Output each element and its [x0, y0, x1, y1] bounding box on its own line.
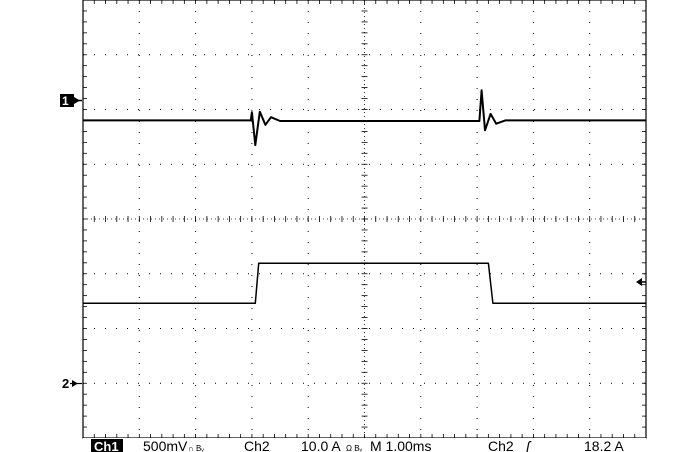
trigger-level: 18.2 A [584, 438, 624, 452]
ch1-scale: 500mV [143, 438, 188, 452]
ch2-trace [83, 262, 646, 305]
trigger-source: Ch2 [488, 438, 514, 452]
readout-bar: Ch1 500mV ∩ Bᵥ Ch2 10.0 A Ω Bᵥ M 1.00ms … [83, 438, 646, 452]
ch2-readout-label: Ch2 [244, 438, 270, 452]
channel-markers: 1 2 [60, 94, 646, 391]
graticule-grid [82, 0, 647, 439]
ch1-readout-badge [91, 439, 123, 452]
ch2-ground-marker: 2 [62, 376, 82, 391]
waveform-traces [83, 89, 646, 305]
ch1-readout-label: Ch1 [94, 439, 119, 452]
ch2-coupling-symbol: Ω Bᵥ [346, 444, 363, 452]
ch2-scale: 10.0 A [301, 438, 341, 452]
ch1-marker-label: 1 [62, 94, 69, 108]
ch1-ground-marker: 1 [60, 94, 82, 108]
ch1-bandwidth-symbol: ∩ Bᵥ [188, 444, 204, 452]
trigger-level-arrow [636, 278, 646, 286]
ch1-trace [83, 89, 646, 147]
trigger-slope-icon: ʃ [524, 438, 532, 452]
ch2-marker-label: 2 [62, 376, 69, 391]
timebase: M 1.00ms [370, 438, 431, 452]
